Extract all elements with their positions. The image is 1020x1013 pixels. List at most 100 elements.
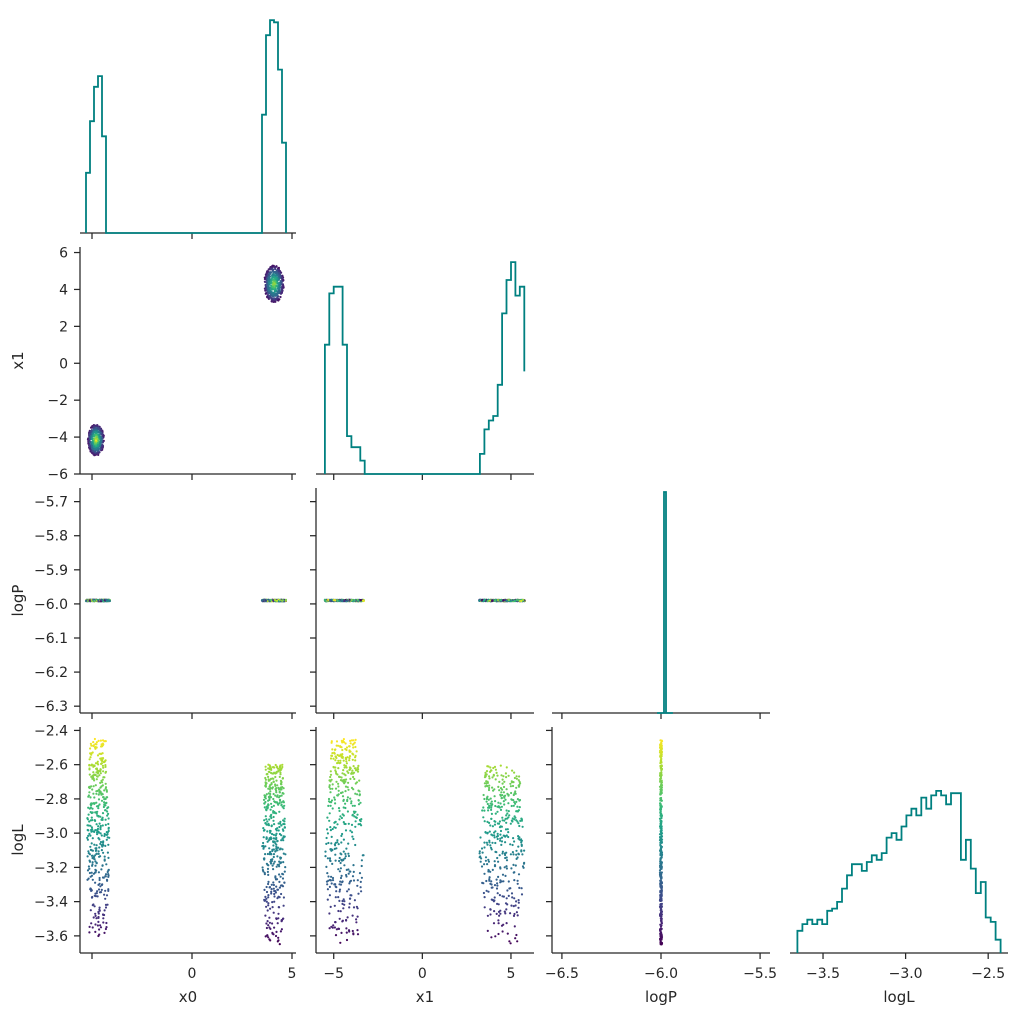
scatter-point: [481, 881, 484, 885]
scatter-point: [333, 821, 336, 824]
scatter-point: [495, 771, 498, 775]
scatter-point: [275, 930, 278, 934]
x-axis-label: logL: [883, 988, 915, 1006]
scatter-point: [94, 427, 97, 430]
scatter-point: [108, 599, 111, 603]
scatter-point: [87, 813, 90, 816]
y-tick-label: −3.2: [34, 860, 68, 876]
scatter-point: [348, 906, 351, 909]
scatter-point: [330, 882, 333, 885]
scatter-point: [337, 789, 340, 792]
scatter-point: [106, 831, 109, 834]
scatter-point: [342, 907, 345, 910]
scatter-point: [262, 841, 265, 845]
scatter-point: [102, 841, 105, 844]
scatter-point: [271, 273, 274, 276]
scatter-point: [93, 746, 97, 749]
scatter-point: [351, 929, 354, 933]
scatter-point: [500, 880, 503, 883]
scatter-point: [660, 943, 663, 946]
scatter-point: [331, 807, 334, 810]
scatter-point: [496, 774, 499, 777]
scatter-point: [265, 285, 268, 289]
scatter-point: [342, 740, 345, 743]
scatter-point: [92, 434, 95, 437]
scatter-point: [354, 738, 357, 742]
scatter-point: [659, 874, 663, 877]
scatter-point: [94, 784, 97, 787]
scatter-point: [277, 939, 280, 942]
scatter-point: [337, 868, 340, 871]
scatter-point: [483, 809, 486, 812]
scatter-point: [484, 859, 487, 862]
scatter-point: [333, 883, 336, 886]
scatter-point: [343, 773, 346, 776]
scatter-point: [104, 804, 107, 807]
scatter-point: [494, 804, 497, 808]
scatter-point: [262, 870, 265, 873]
scatter-point: [91, 849, 94, 852]
y-tick-label: −2.8: [34, 792, 68, 808]
scatter-point: [497, 785, 500, 789]
scatter-point: [102, 843, 105, 846]
scatter-point: [327, 804, 330, 808]
scatter-point: [346, 786, 349, 789]
y-tick-label: −4: [47, 430, 68, 446]
scatter-point: [337, 785, 340, 788]
scatter-point: [505, 776, 508, 779]
scatter-point: [660, 888, 663, 891]
scatter-point: [279, 875, 282, 878]
scatter-point: [108, 836, 111, 839]
scatter-point: [99, 826, 102, 829]
scatter-point: [279, 771, 282, 774]
scatter-point: [337, 767, 340, 770]
scatter-point: [511, 820, 514, 823]
scatter-point: [276, 770, 280, 773]
scatter-point: [355, 918, 358, 921]
scatter-point: [99, 436, 102, 439]
scatter-point: [276, 897, 279, 900]
scatter-point: [499, 833, 502, 836]
scatter-point: [91, 451, 94, 454]
scatter-point: [334, 844, 337, 847]
scatter-point: [478, 599, 481, 602]
scatter-point: [478, 850, 481, 853]
scatter-point: [275, 766, 278, 769]
scatter-point: [349, 742, 352, 745]
scatter-point: [659, 777, 663, 780]
scatter-point: [520, 838, 523, 841]
scatter-point: [507, 810, 510, 813]
scatter-point: [280, 892, 283, 896]
scatter-point: [340, 816, 343, 820]
scatter-point: [103, 858, 106, 861]
scatter-point: [97, 426, 100, 429]
scatter-point: [342, 799, 345, 803]
scatter-point: [97, 850, 100, 853]
scatter-point: [334, 853, 337, 856]
scatter-point: [98, 878, 101, 882]
scatter-point: [87, 786, 91, 789]
scatter-point: [278, 873, 281, 876]
scatter-point: [660, 921, 663, 924]
scatter-cluster: [263, 264, 285, 303]
scatter-point: [281, 763, 284, 766]
scatter-point: [335, 740, 339, 743]
scatter-point: [329, 757, 333, 760]
scatter-point: [99, 438, 102, 441]
scatter-point: [328, 885, 331, 889]
scatter-point: [349, 880, 352, 883]
y-tick-label: −6: [47, 467, 68, 483]
scatter-point: [264, 765, 267, 768]
scatter-point: [279, 280, 282, 283]
scatter-point: [271, 265, 274, 268]
scatter-point: [275, 843, 278, 846]
scatter-point: [496, 837, 499, 841]
scatter-point: [354, 843, 357, 847]
scatter-point: [105, 598, 108, 602]
scatter-point: [499, 599, 502, 602]
y-tick-label: 6: [59, 246, 68, 262]
scatter-point: [344, 829, 348, 832]
scatter-point: [103, 931, 106, 935]
scatter-point: [264, 914, 267, 917]
scatter-point: [95, 768, 98, 771]
